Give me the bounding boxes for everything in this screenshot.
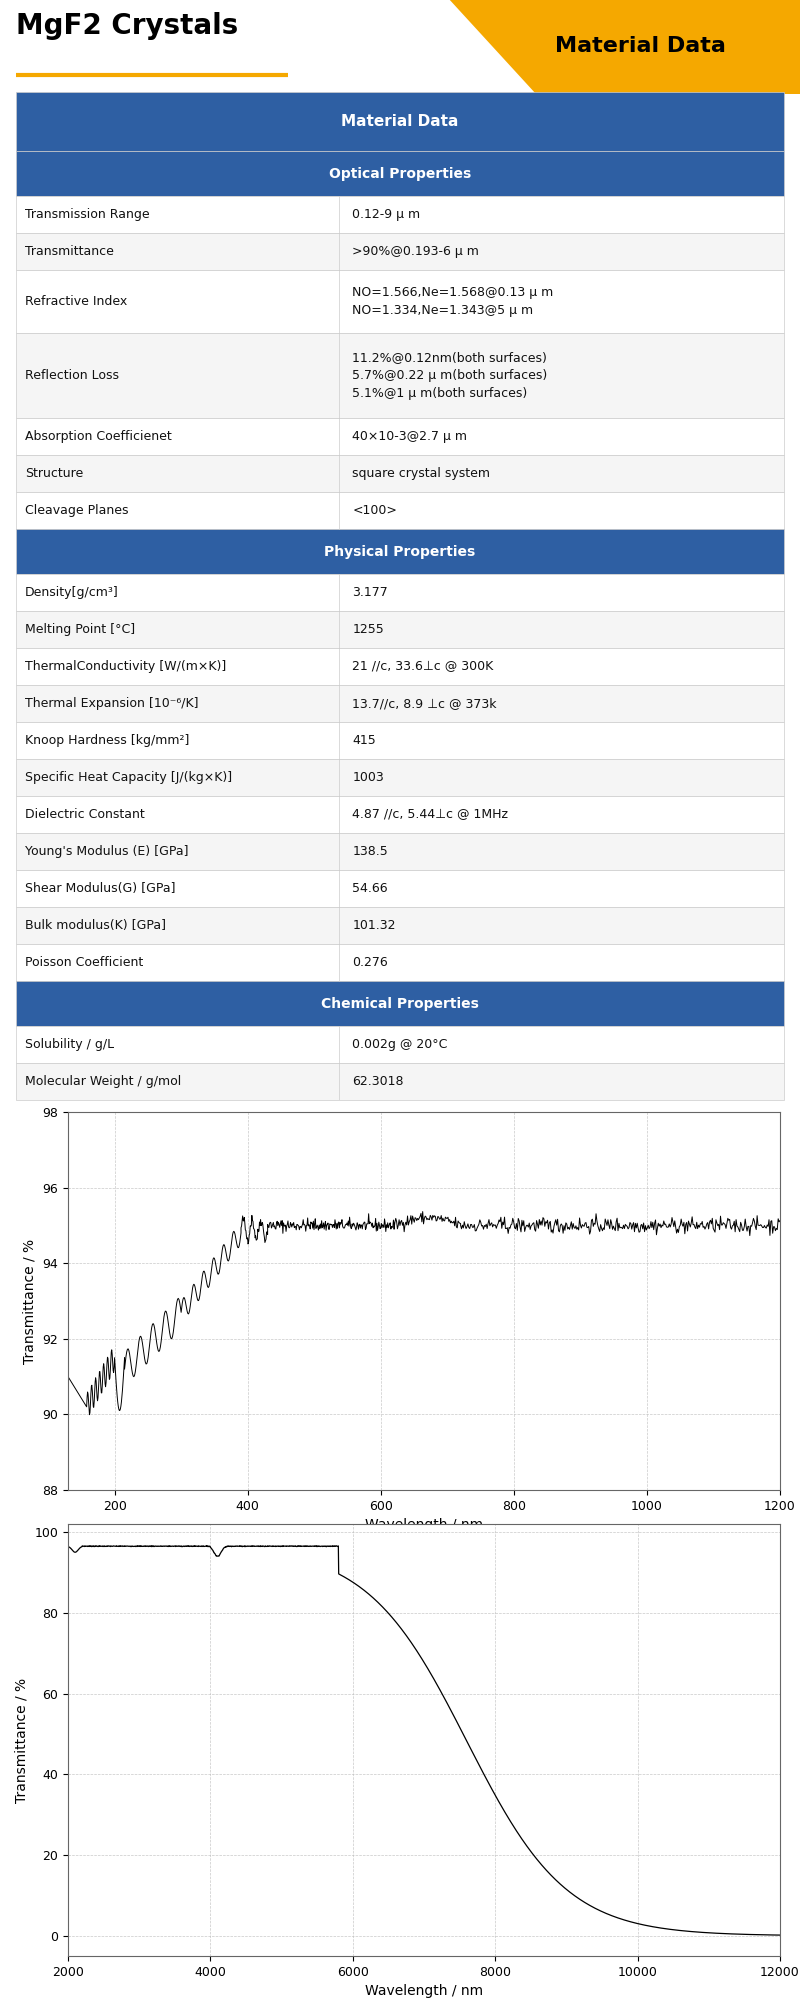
Text: 138.5: 138.5 [352, 846, 388, 858]
Text: 4.87 //c, 5.44⊥c @ 1MHz: 4.87 //c, 5.44⊥c @ 1MHz [352, 808, 508, 822]
Text: Knoop Hardness [kg/mm²]: Knoop Hardness [kg/mm²] [26, 734, 190, 748]
Text: 54.66: 54.66 [352, 882, 388, 896]
Text: Molecular Weight / g/mol: Molecular Weight / g/mol [26, 1074, 182, 1088]
Bar [16, 982, 784, 1026]
Text: 415: 415 [352, 734, 376, 748]
Text: Shear Modulus(G) [GPa]: Shear Modulus(G) [GPa] [26, 882, 176, 896]
Text: Young's Modulus (E) [GPa]: Young's Modulus (E) [GPa] [26, 846, 189, 858]
Text: Optical Properties: Optical Properties [329, 166, 471, 180]
Text: NO=1.566,Ne=1.568@0.13 μ m
NO=1.334,Ne=1.343@5 μ m: NO=1.566,Ne=1.568@0.13 μ m NO=1.334,Ne=1… [352, 286, 554, 316]
Bar [16, 332, 784, 418]
Text: Refractive Index: Refractive Index [26, 294, 127, 308]
Text: Structure: Structure [26, 468, 83, 480]
Bar [16, 908, 784, 944]
Bar [16, 870, 784, 908]
Bar [16, 196, 784, 232]
Text: 1255: 1255 [352, 622, 384, 636]
Text: 21 //c, 33.6⊥c @ 300K: 21 //c, 33.6⊥c @ 300K [352, 660, 494, 672]
Text: 0.002g @ 20°C: 0.002g @ 20°C [352, 1038, 448, 1050]
Bar [16, 834, 784, 870]
Text: Physical Properties: Physical Properties [324, 544, 476, 558]
Text: Transmission Range: Transmission Range [26, 208, 150, 220]
Text: Material Data: Material Data [342, 114, 458, 130]
Text: Cleavage Planes: Cleavage Planes [26, 504, 129, 518]
Text: Transmittance: Transmittance [26, 244, 114, 258]
Text: Solubility / g/L: Solubility / g/L [26, 1038, 114, 1050]
Bar [16, 418, 784, 456]
Text: Thermal Expansion [10⁻⁶/K]: Thermal Expansion [10⁻⁶/K] [26, 696, 198, 710]
Text: <100>: <100> [352, 504, 398, 518]
X-axis label: Wavelength / nm: Wavelength / nm [365, 1984, 483, 1998]
Bar [16, 760, 784, 796]
Bar [16, 1026, 784, 1062]
Text: Poisson Coefficient: Poisson Coefficient [26, 956, 143, 970]
Text: 11.2%@0.12nm(both surfaces)
5.7%@0.22 μ m(both surfaces)
5.1%@1 μ m(both surface: 11.2%@0.12nm(both surfaces) 5.7%@0.22 μ … [352, 352, 548, 400]
Text: Absorption Coefficienet: Absorption Coefficienet [26, 430, 172, 444]
Text: 40×10-3@2.7 μ m: 40×10-3@2.7 μ m [352, 430, 467, 444]
Y-axis label: Transmittance / %: Transmittance / % [15, 1678, 29, 1802]
Text: 1003: 1003 [352, 772, 384, 784]
Bar [16, 232, 784, 270]
Text: Reflection Loss: Reflection Loss [26, 368, 119, 382]
Bar [16, 152, 784, 196]
Text: 0.12-9 μ m: 0.12-9 μ m [352, 208, 421, 220]
Text: 62.3018: 62.3018 [352, 1074, 404, 1088]
Polygon shape [448, 0, 800, 94]
Text: MgF2 Crystals: MgF2 Crystals [16, 12, 238, 40]
Bar [16, 684, 784, 722]
Bar [16, 92, 784, 152]
Text: Bulk modulus(K) [GPa]: Bulk modulus(K) [GPa] [26, 920, 166, 932]
Text: Melting Point [°C]: Melting Point [°C] [26, 622, 135, 636]
Text: 3.177: 3.177 [352, 586, 388, 598]
Text: Dielectric Constant: Dielectric Constant [26, 808, 145, 822]
Y-axis label: Transmittance / %: Transmittance / % [22, 1238, 37, 1364]
Bar [16, 610, 784, 648]
Text: Specific Heat Capacity [J/(kg×K)]: Specific Heat Capacity [J/(kg×K)] [26, 772, 232, 784]
Bar [16, 944, 784, 982]
Bar [16, 1062, 784, 1100]
Text: 101.32: 101.32 [352, 920, 396, 932]
Bar [16, 270, 784, 332]
Bar [16, 574, 784, 610]
Bar [16, 530, 784, 574]
Text: square crystal system: square crystal system [352, 468, 490, 480]
Text: ThermalConductivity [W/(m×K)]: ThermalConductivity [W/(m×K)] [26, 660, 226, 672]
X-axis label: Wavelength / nm: Wavelength / nm [365, 1518, 483, 1532]
Bar [16, 796, 784, 834]
Text: Chemical Properties: Chemical Properties [321, 996, 479, 1010]
Text: Density[g/cm³]: Density[g/cm³] [26, 586, 119, 598]
Bar [16, 456, 784, 492]
Text: Material Data: Material Data [554, 36, 726, 56]
Bar [16, 492, 784, 530]
Text: 13.7//c, 8.9 ⊥c @ 373k: 13.7//c, 8.9 ⊥c @ 373k [352, 696, 497, 710]
Text: >90%@0.193-6 μ m: >90%@0.193-6 μ m [352, 244, 479, 258]
Bar [16, 722, 784, 760]
Text: 0.276: 0.276 [352, 956, 388, 970]
Bar [16, 648, 784, 684]
